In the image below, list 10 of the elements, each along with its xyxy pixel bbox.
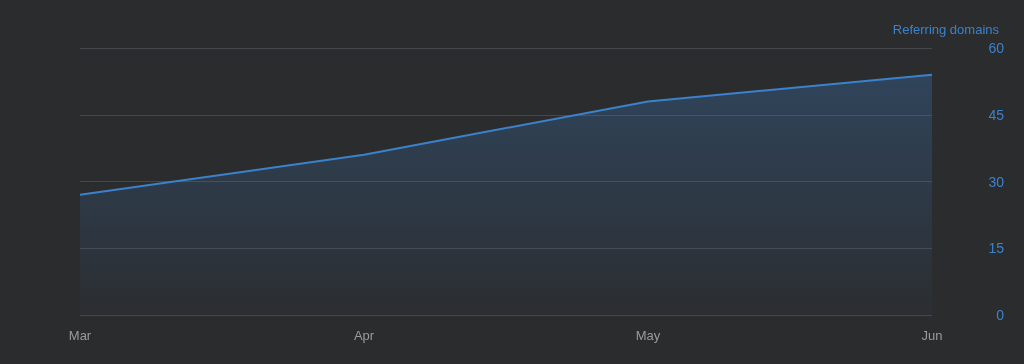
x-tick-label: Mar (68, 328, 92, 343)
y-tick-label: 30 (988, 173, 1005, 190)
x-tick-label: May (635, 328, 661, 343)
y-tick-label: 60 (988, 40, 1005, 56)
y-tick-label: 45 (988, 106, 1005, 123)
y-tick-label: 0 (996, 307, 1005, 323)
y-tick-label: 15 (988, 240, 1005, 257)
x-tick-label: Jun (921, 328, 943, 343)
y-axis-title: Referring domains (892, 22, 1000, 37)
x-tick-label: Apr (353, 328, 375, 343)
